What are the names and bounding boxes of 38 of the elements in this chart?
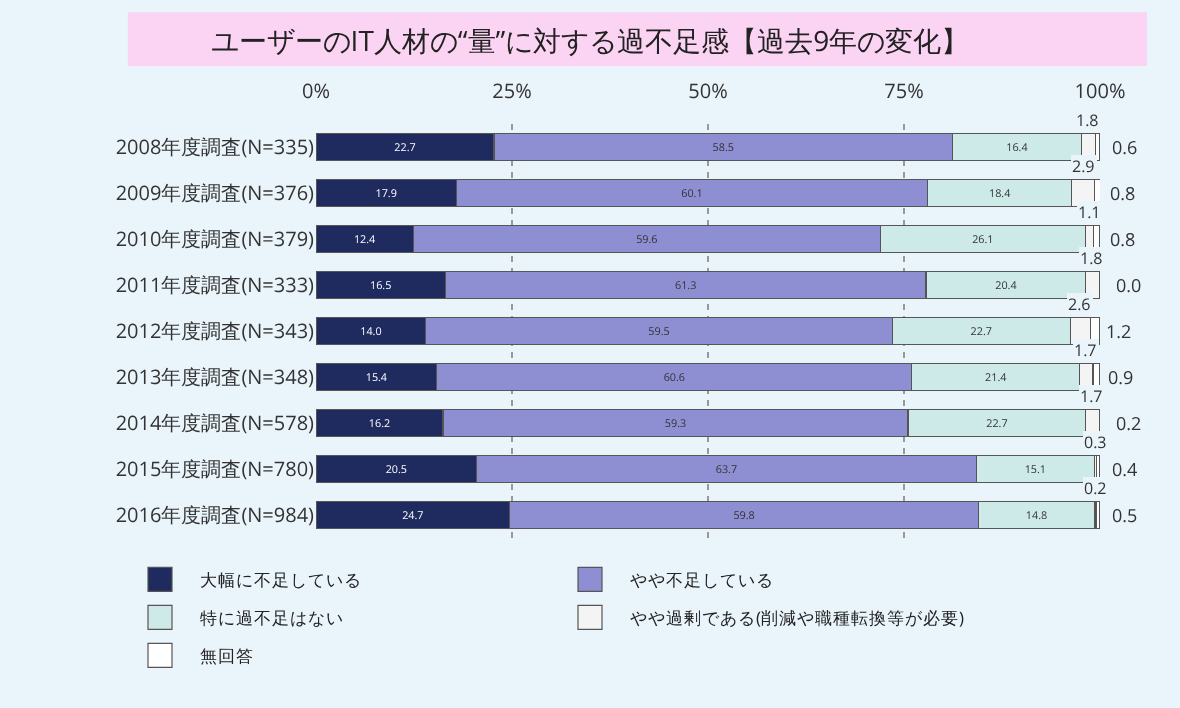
legend-label: 大幅に不足している <box>200 570 362 593</box>
data-label: 0.6 <box>1112 134 1138 160</box>
data-label: 0.2 <box>1116 410 1142 436</box>
data-label: 0.0 <box>1116 272 1142 298</box>
y-tick-label: 2008年度調査(N=335) <box>115 132 315 160</box>
data-label: 0.3 <box>1084 432 1108 454</box>
x-tick-label: 50% <box>688 76 728 104</box>
y-tick-label: 2010年度調査(N=379) <box>115 224 315 252</box>
data-label: 0.8 <box>1110 226 1136 252</box>
data-label: 0.8 <box>1110 180 1136 206</box>
y-tick-label: 2015年度調査(N=780) <box>115 454 315 482</box>
data-label: 0.5 <box>1112 502 1138 528</box>
x-tick-label: 0% <box>302 76 330 104</box>
y-tick-label: 2014年度調査(N=578) <box>115 408 315 436</box>
data-label: 1.7 <box>1080 386 1104 408</box>
data-label: 2.9 <box>1072 156 1096 178</box>
data-label: 0.2 <box>1084 478 1108 500</box>
x-tick-label: 25% <box>492 76 532 104</box>
data-label: 1.2 <box>1106 318 1132 344</box>
data-label: 0.4 <box>1112 456 1138 482</box>
data-label: 1.7 <box>1074 340 1098 362</box>
x-tick-label: 75% <box>884 76 924 104</box>
legend-label: 無回答 <box>200 646 254 669</box>
data-label: 1.8 <box>1080 248 1104 270</box>
y-tick-label: 2012年度調査(N=343) <box>115 316 315 344</box>
legend-label: 特に過不足はない <box>200 608 344 631</box>
legend-label: やや不足している <box>630 570 774 593</box>
y-tick-label: 2011年度調査(N=333) <box>115 270 315 298</box>
y-tick-label: 2009年度調査(N=376) <box>115 178 315 206</box>
data-label: 0.9 <box>1108 364 1134 390</box>
data-label: 1.1 <box>1078 202 1101 224</box>
data-label: 1.8 <box>1076 110 1100 132</box>
y-tick-label: 2016年度調査(N=984) <box>115 500 315 528</box>
legend-label: やや過剰である(削減や職種転換等が必要) <box>630 608 966 631</box>
y-tick-label: 2013年度調査(N=348) <box>115 362 315 390</box>
data-label: 2.6 <box>1068 294 1092 316</box>
x-tick-label: 100% <box>1074 76 1126 104</box>
chart-title: ユーザーのIT人材の“量”に対する過不足感【過去9年の変化】 <box>210 23 970 62</box>
